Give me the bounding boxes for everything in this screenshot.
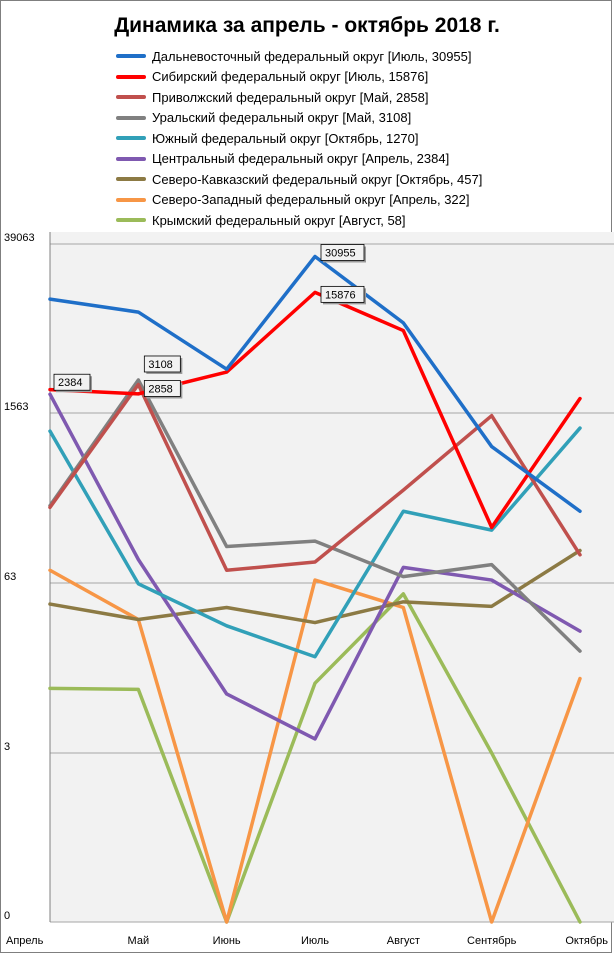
series-line: [48, 378, 582, 653]
legend-swatch: [116, 136, 146, 141]
y-tick-label: 1563: [4, 401, 28, 413]
legend-label: Южный федеральный округ [Октябрь, 1270]: [152, 130, 419, 146]
series-line: [48, 592, 582, 924]
x-tick-label: Август: [387, 935, 420, 947]
legend-label: Дальневосточный федеральный округ [Июль,…: [152, 48, 472, 64]
series-line: [48, 392, 582, 741]
data-label: 15876: [325, 289, 356, 301]
legend-label: Северо-Западный федеральный округ [Апрел…: [152, 192, 470, 208]
data-label-box: [320, 244, 365, 261]
legend-item: Центральный федеральный округ [Апрель, 2…: [116, 149, 482, 170]
series-line: [48, 254, 582, 514]
legend-item: Приволжский федеральный округ [Май, 2858…: [116, 87, 482, 108]
series-line: [48, 382, 582, 573]
chart-title: Динамика за апрель - октябрь 2018 г.: [114, 14, 500, 37]
x-tick-label: Октябрь: [565, 935, 608, 947]
series-line: [48, 548, 582, 625]
data-label: 30955: [325, 247, 356, 259]
x-tick-label: Июнь: [213, 935, 241, 947]
legend-swatch: [116, 218, 146, 223]
data-label: 2858: [148, 383, 172, 395]
y-tick-label: 3: [4, 741, 10, 753]
legend-item: Дальневосточный федеральный округ [Июль,…: [116, 46, 482, 67]
x-tick-label: Июль: [301, 935, 329, 947]
y-tick-label: 39063: [4, 232, 35, 244]
legend-swatch: [116, 156, 146, 161]
legend-item: Южный федеральный округ [Октябрь, 1270]: [116, 128, 482, 149]
data-label-box: [53, 373, 91, 391]
legend-label: Приволжский федеральный округ [Май, 2858…: [152, 89, 429, 105]
y-tick-label: 0: [4, 910, 10, 922]
legend-swatch: [116, 74, 146, 79]
legend-item: Крымский федеральный округ [Август, 58]: [116, 210, 482, 231]
x-tick-label: Апрель: [6, 935, 44, 947]
legend-swatch: [116, 95, 146, 100]
legend-swatch: [116, 177, 146, 182]
x-tick-label: Май: [128, 935, 150, 947]
legend-label: Сибирский федеральный округ [Июль, 15876…: [152, 69, 429, 85]
data-label-box: [143, 380, 181, 397]
legend-swatch: [116, 197, 146, 202]
x-tick-label: Сентябрь: [467, 935, 517, 947]
y-tick-label: 63: [4, 571, 16, 583]
legend-label: Крымский федеральный округ [Август, 58]: [152, 212, 406, 228]
legend-swatch: [116, 54, 146, 59]
legend-label: Центральный федеральный округ [Апрель, 2…: [152, 151, 450, 167]
legend-label: Уральский федеральный округ [Май, 3108]: [152, 110, 412, 126]
data-label: 3108: [148, 359, 172, 371]
data-label: 2384: [58, 377, 82, 389]
legend-item: Северо-Кавказский федеральный округ [Окт…: [116, 169, 482, 190]
data-label-box: [143, 355, 181, 373]
series-line: [48, 290, 582, 530]
legend-item: Уральский федеральный округ [Май, 3108]: [116, 108, 482, 129]
series-line: [48, 426, 582, 659]
data-label-box: [320, 285, 365, 303]
legend-label: Северо-Кавказский федеральный округ [Окт…: [152, 171, 483, 187]
legend-swatch: [116, 115, 146, 120]
legend-item: Северо-Западный федеральный округ [Апрел…: [116, 190, 482, 211]
chart-legend: Дальневосточный федеральный округ [Июль,…: [116, 46, 482, 231]
legend-item: Сибирский федеральный округ [Июль, 15876…: [116, 67, 482, 88]
